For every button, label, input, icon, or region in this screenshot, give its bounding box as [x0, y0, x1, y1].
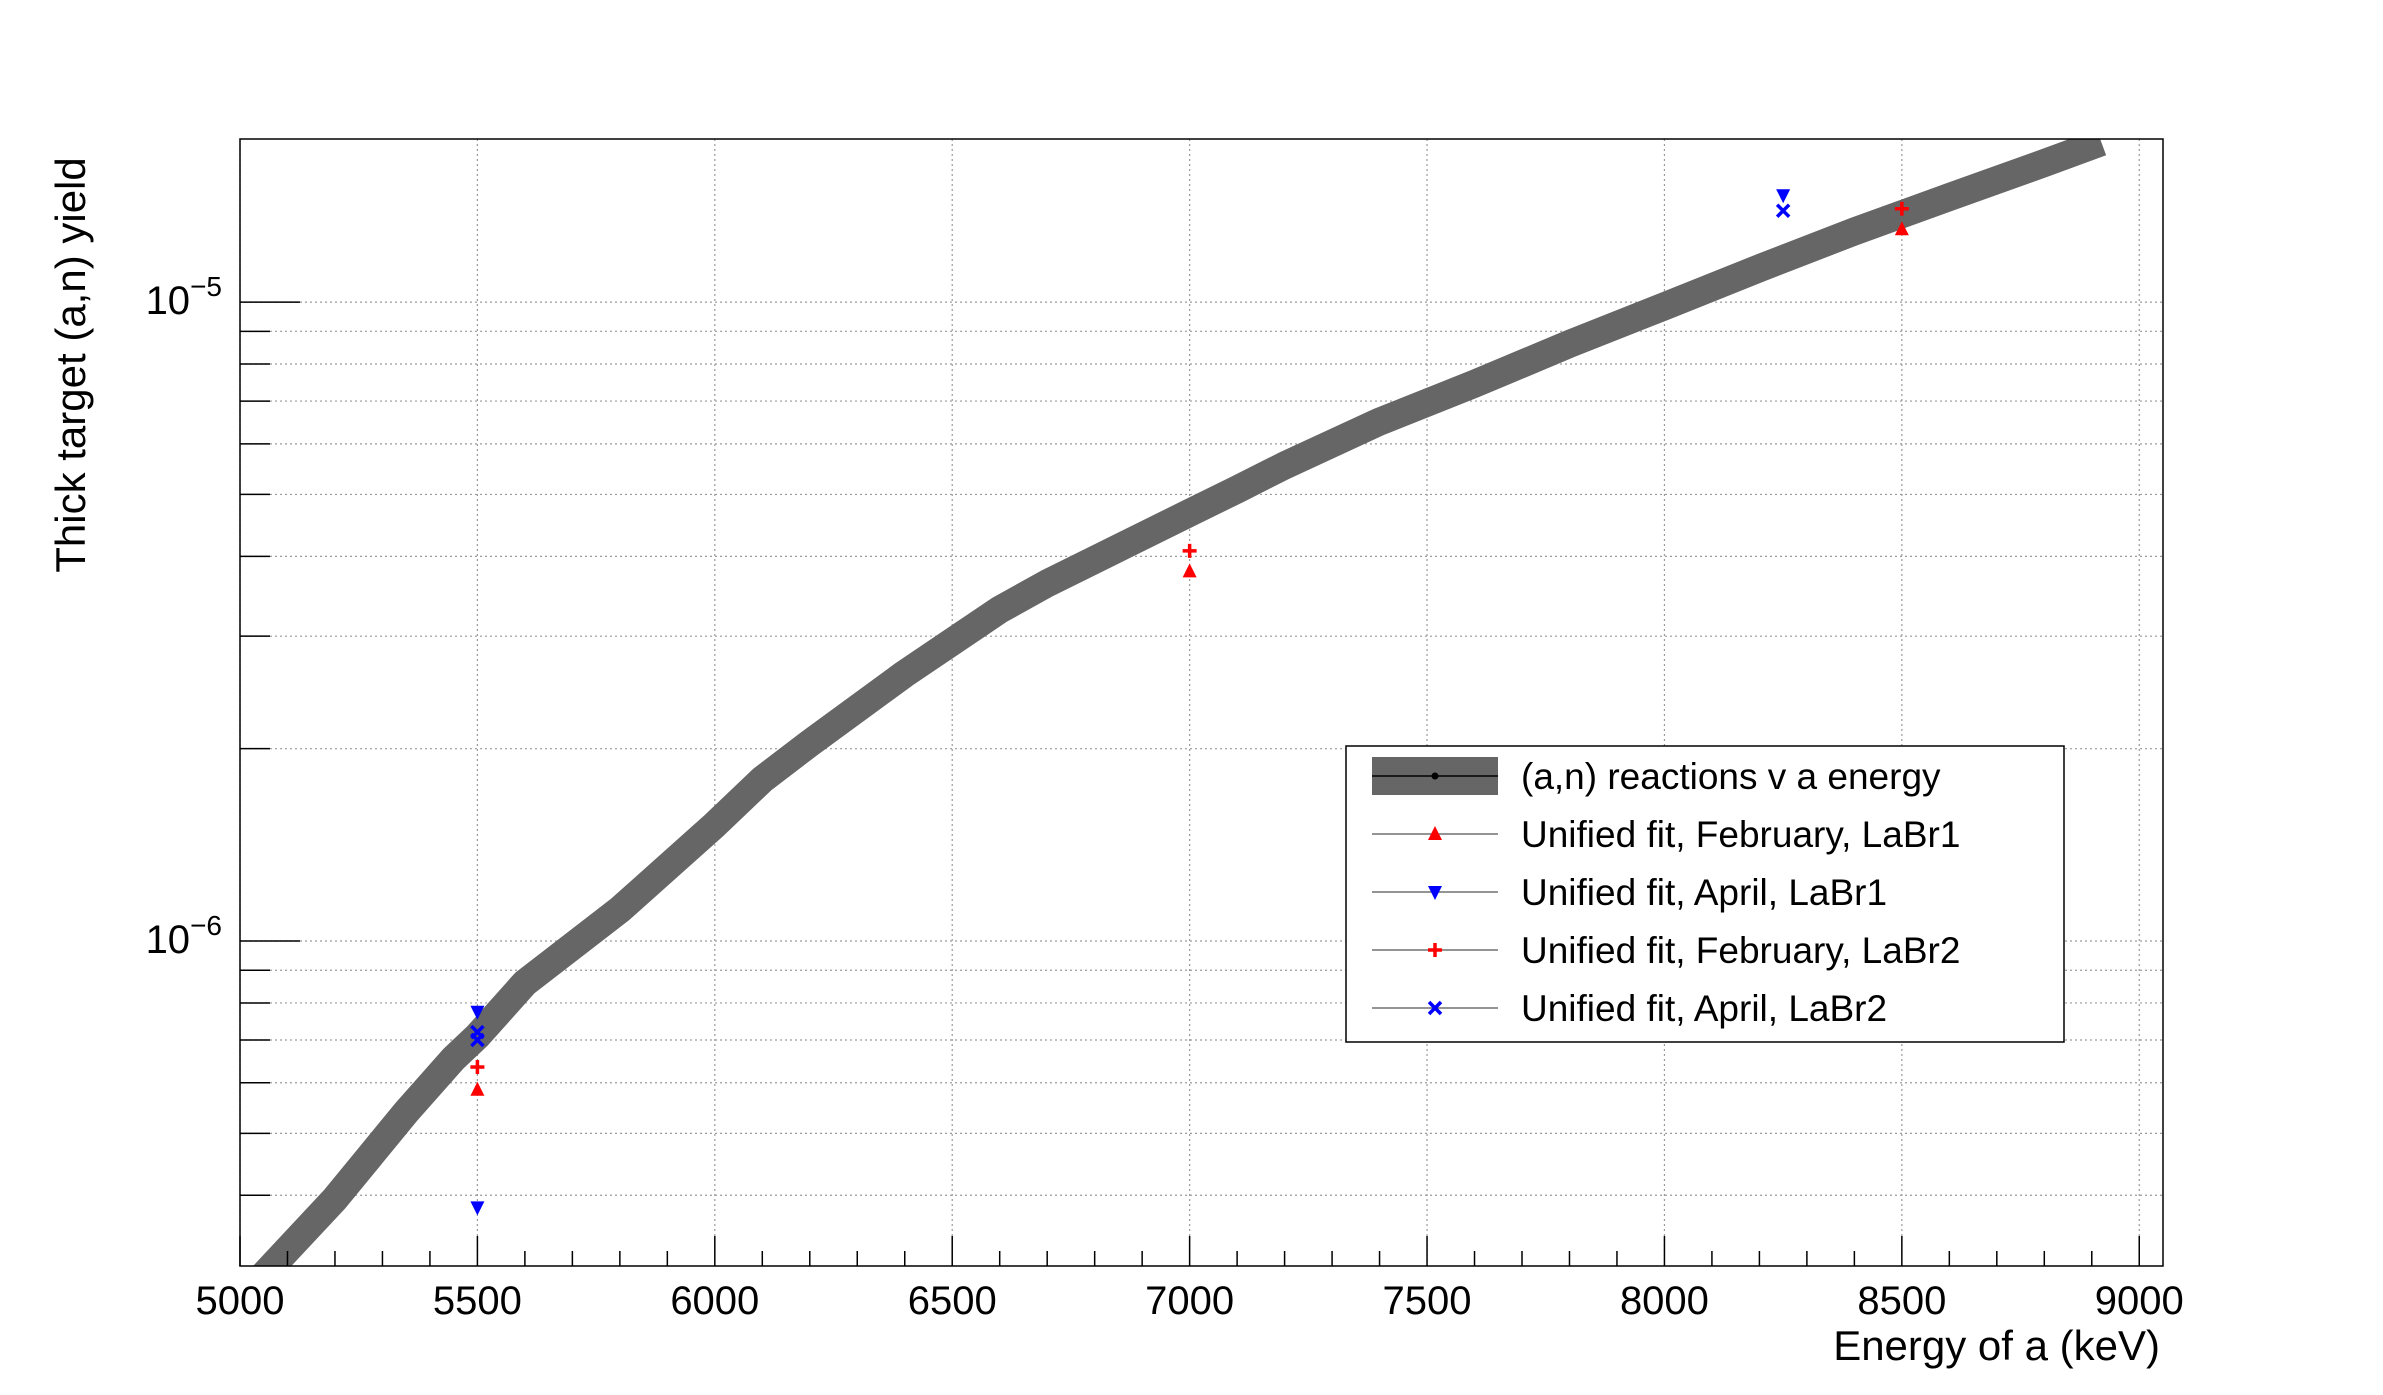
x-tick-label: 9000: [2095, 1279, 2184, 1323]
legend-label: Unified fit, February, LaBr1: [1521, 814, 1960, 855]
legend-entry: Unified fit, February, LaBr2: [1372, 930, 1960, 971]
x-tick-label: 6000: [670, 1279, 759, 1323]
data-point-cross-b: [1775, 203, 1791, 218]
x-axis-title: Energy of a (keV): [1833, 1322, 2160, 1369]
data-point-plus: [1182, 543, 1197, 558]
x-tick-label: 5000: [196, 1279, 285, 1323]
legend-label: (a,n) reactions v a energy: [1521, 756, 1941, 797]
x-tick-label: 8000: [1620, 1279, 1709, 1323]
data-point-cross: [470, 1024, 485, 1040]
tick-layer: [239, 301, 2141, 1266]
legend-marker: [1427, 1000, 1443, 1016]
legend-entry: Unified fit, April, LaBr2: [1372, 988, 1887, 1029]
legend-entry: (a,n) reactions v a energy: [1372, 756, 1941, 797]
tick-label-layer: 5000 5500 6000 6500 7000 7500 8000 8500 9000 10−6…: [146, 271, 2184, 1323]
legend-marker: [1428, 886, 1442, 900]
legend-label: Unified fit, April, LaBr2: [1521, 988, 1887, 1029]
yield-band: [253, 139, 2107, 1266]
legend-marker-b: [1427, 1000, 1443, 1016]
legend-entries: (a,n) reactions v a energy Unified fit, F…: [1372, 756, 1960, 1029]
data-point-cross: [1775, 203, 1791, 218]
data-point-triangle-down: [470, 1201, 485, 1216]
data-point-triangle-up: [1894, 221, 1909, 236]
data-point-plus: [1894, 201, 1909, 216]
x-tick-label: 8500: [1857, 1279, 1946, 1323]
data-point-triangle-up: [1182, 563, 1197, 578]
legend-label: Unified fit, April, LaBr1: [1521, 872, 1887, 913]
legend: (a,n) reactions v a energy Unified fit, F…: [1345, 745, 2065, 1043]
legend-box: [1345, 745, 2065, 1043]
x-tick-label: 5500: [433, 1279, 522, 1323]
y-tick-label: 10−6: [146, 910, 222, 962]
data-point-triangle-down: [470, 1005, 485, 1020]
legend-band-dot: [1431, 772, 1439, 780]
legend-label: Unified fit, February, LaBr2: [1521, 930, 1960, 971]
marker-layer: [470, 189, 1909, 1216]
data-point-cross-b: [470, 1024, 485, 1040]
legend-marker: [1428, 943, 1442, 957]
legend-entry: Unified fit, February, LaBr1: [1372, 814, 1960, 855]
band-layer: [253, 139, 2107, 1266]
legend-marker: [1428, 826, 1442, 840]
x-tick-label: 7000: [1145, 1279, 1234, 1323]
plot-frame: [239, 138, 2164, 1267]
x-tick-label: 7500: [1383, 1279, 1472, 1323]
y-tick-label: 10−5: [146, 271, 222, 323]
legend-entry: Unified fit, April, LaBr1: [1372, 872, 1887, 913]
data-point-triangle-down: [1776, 189, 1791, 204]
data-point-plus: [470, 1060, 485, 1075]
y-axis-title: Thick target (a,n) yield: [47, 157, 94, 573]
data-point-triangle-up: [470, 1081, 485, 1096]
x-tick-label: 6500: [908, 1279, 997, 1323]
